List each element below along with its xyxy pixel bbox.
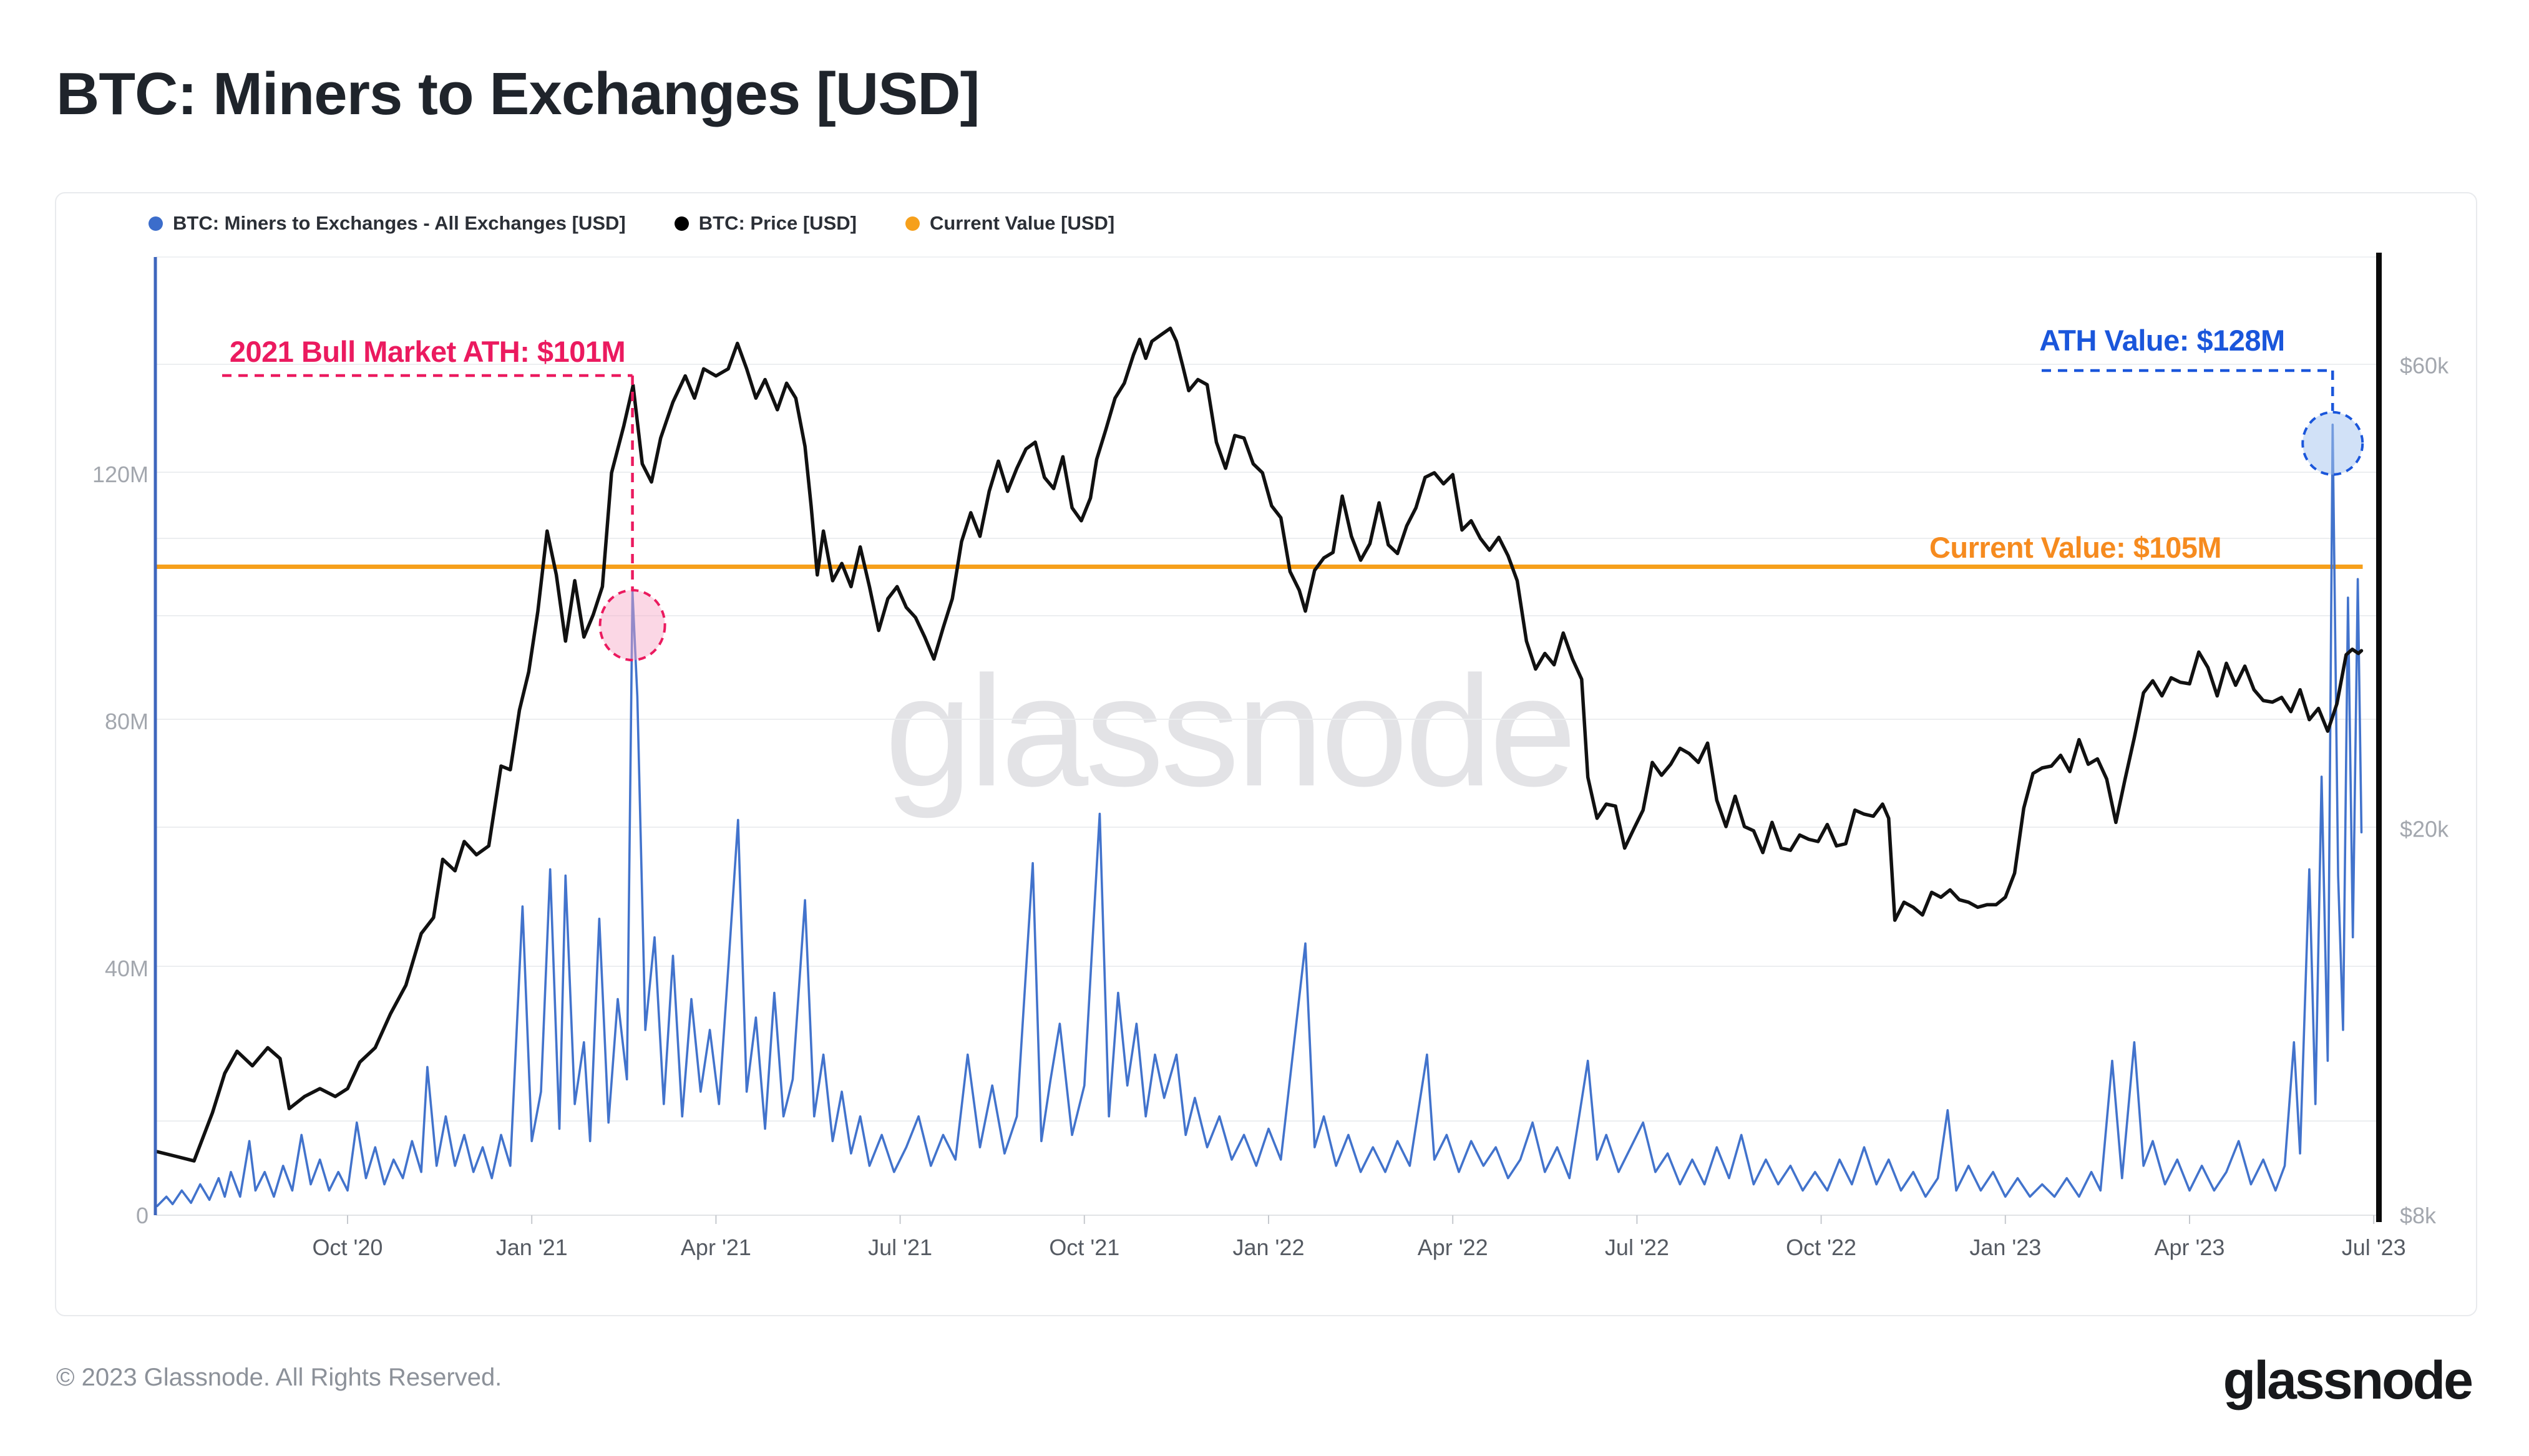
x-tick-label: Apr '23 <box>2155 1235 2225 1260</box>
legend-dot-current-value-icon <box>905 216 920 231</box>
legend-label-price: BTC: Price [USD] <box>698 212 857 234</box>
x-tick-label: Jul '21 <box>868 1235 932 1260</box>
y-right-tick-label: $8k <box>2400 1203 2437 1228</box>
chart-legend: BTC: Miners to Exchanges - All Exchanges… <box>149 212 1114 235</box>
x-tick-label: Apr '21 <box>681 1235 751 1260</box>
annotation-ath-value: ATH Value: $128M <box>2039 324 2285 357</box>
legend-label-current-value: Current Value [USD] <box>929 212 1115 234</box>
x-tick-label: Jan '23 <box>1969 1235 2041 1260</box>
footer-copyright: © 2023 Glassnode. All Rights Reserved. <box>56 1364 502 1391</box>
x-tick-label: Jul '23 <box>2342 1235 2406 1260</box>
legend-item-current-value[interactable]: Current Value [USD] <box>905 212 1114 235</box>
right-axis-line <box>2376 253 2382 1222</box>
y-left-tick-label: 40M <box>105 956 149 981</box>
legend-dot-price-icon <box>674 216 689 231</box>
y-right-tick-label: $60k <box>2400 353 2449 379</box>
x-tick-label: Jan '22 <box>1233 1235 1305 1260</box>
miners-series-line <box>156 423 2363 1207</box>
annotation-current-value: Current Value: $105M <box>1929 531 2222 564</box>
page-title: BTC: Miners to Exchanges [USD] <box>56 61 980 127</box>
y-right-tick-label: $20k <box>2400 816 2449 842</box>
y-left-tick-label: 80M <box>105 709 149 734</box>
x-tick-label: Apr '22 <box>1418 1235 1488 1260</box>
x-tick-label: Jul '22 <box>1605 1235 1669 1260</box>
y-left-tick-label: 0 <box>136 1203 149 1228</box>
ath-highlight-circle <box>2301 410 2364 476</box>
glassnode-watermark: glassnode <box>885 644 1577 819</box>
x-tick-label: Jan '21 <box>496 1235 568 1260</box>
bull-ath-highlight-circle <box>598 589 666 662</box>
x-tick-label: Oct '20 <box>313 1235 383 1260</box>
glassnode-logo: glassnode <box>2223 1351 2473 1410</box>
annotation-bull-market-ath: 2021 Bull Market ATH: $101M <box>229 335 626 368</box>
legend-item-price[interactable]: BTC: Price [USD] <box>674 212 857 235</box>
x-tick-label: Oct '21 <box>1049 1235 1119 1260</box>
price-series-line <box>155 326 2364 1163</box>
legend-label-miners: BTC: Miners to Exchanges - All Exchanges… <box>173 212 626 234</box>
y-left-tick-label: 120M <box>92 462 149 487</box>
legend-dot-miners-icon <box>149 216 163 231</box>
legend-item-miners[interactable]: BTC: Miners to Exchanges - All Exchanges… <box>149 212 626 235</box>
x-tick-label: Oct '22 <box>1786 1235 1856 1260</box>
